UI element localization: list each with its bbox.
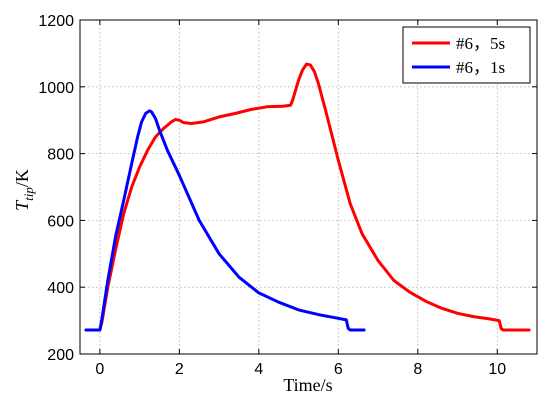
plot-frame bbox=[79, 19, 538, 355]
x-tick-label: 4 bbox=[254, 361, 263, 378]
x-axis-label: Time/s bbox=[283, 375, 332, 395]
x-tick-label: 0 bbox=[95, 361, 104, 378]
y-tick-label: 200 bbox=[47, 347, 74, 364]
legend-label-0: #6，5s bbox=[456, 34, 505, 53]
y-tick-label: 400 bbox=[47, 280, 74, 297]
y-axis-label-sub: tip bbox=[21, 187, 36, 201]
x-tick-label: 6 bbox=[334, 361, 343, 378]
x-tick-label: 8 bbox=[413, 361, 422, 378]
series-lines bbox=[84, 62, 531, 332]
y-axis-label: Ttip/K bbox=[12, 169, 36, 211]
legend-box bbox=[402, 26, 531, 84]
y-tick-label: 1000 bbox=[38, 80, 74, 97]
y-axis-label-unit: /K bbox=[12, 169, 32, 187]
y-axis-label-base: T bbox=[12, 199, 32, 211]
y-tick-label: 600 bbox=[47, 213, 74, 230]
y-tick-label: 800 bbox=[47, 147, 74, 164]
series-line-0 bbox=[84, 62, 531, 332]
legend: #6，5s #6，1s bbox=[402, 26, 531, 84]
y-tick-label: 1200 bbox=[38, 13, 74, 30]
legend-label-1: #6，1s bbox=[456, 58, 505, 77]
series-line-1 bbox=[84, 109, 366, 332]
x-tick-label: 2 bbox=[175, 361, 184, 378]
axis-ticks: 0 2 4 6 8 10 200 400 600 800 1000 1200 bbox=[38, 13, 537, 378]
x-tick-label: 10 bbox=[488, 361, 506, 378]
grid bbox=[80, 20, 537, 354]
